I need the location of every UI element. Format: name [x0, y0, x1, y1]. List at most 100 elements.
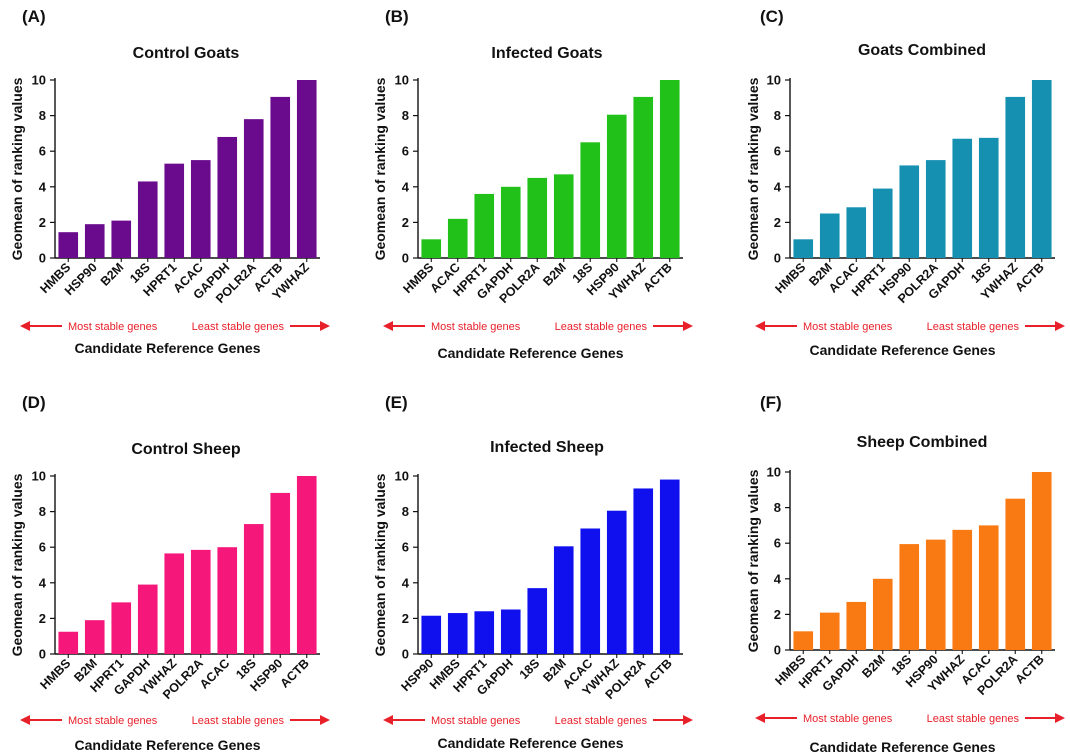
- bar-gapdh: [952, 138, 973, 258]
- y-tick-label: 8: [774, 108, 781, 123]
- bar-acac: [846, 207, 867, 258]
- bar-hprt1: [474, 193, 495, 258]
- chart-panel-6: (F) Sheep Combined Geomean of ranking valu…: [745, 393, 1065, 755]
- bar-gapdh: [500, 609, 521, 654]
- panel-label: (A): [22, 7, 46, 26]
- left-arrow-head: [383, 321, 393, 331]
- y-tick-label: 6: [402, 144, 409, 159]
- y-tick-label: 2: [39, 611, 46, 626]
- bar-hprt1: [111, 602, 132, 654]
- y-tick-label: 0: [774, 251, 781, 266]
- least-stable-label: Least stable genes: [927, 713, 1020, 725]
- bar-polr2a: [190, 549, 211, 654]
- y-tick-label: 10: [32, 73, 46, 88]
- bar-b2m: [84, 620, 105, 654]
- x-tick-label: B2M: [98, 260, 127, 289]
- bar-b2m: [819, 213, 840, 258]
- x-axis-label: Candidate Reference Genes: [810, 342, 996, 358]
- x-tick-label: ACTB: [640, 656, 674, 690]
- bar-ywhaz: [296, 80, 317, 258]
- y-tick-label: 8: [39, 504, 46, 519]
- y-tick-label: 0: [39, 647, 46, 662]
- right-arrow-head: [1055, 321, 1065, 331]
- most-stable-label: Most stable genes: [803, 321, 893, 333]
- y-tick-label: 10: [395, 469, 409, 484]
- chart-panel-2: (B) Infected Goats Geomean of ranking valu…: [372, 7, 693, 361]
- bar-gapdh: [846, 601, 867, 650]
- y-tick-label: 10: [767, 73, 781, 88]
- x-axis-label: Candidate Reference Genes: [810, 739, 996, 755]
- left-arrow-head: [20, 715, 30, 725]
- y-tick-label: 0: [774, 643, 781, 658]
- bar-hmbs: [793, 239, 814, 258]
- x-tick-label: ACTB: [1012, 652, 1046, 686]
- y-tick-label: 4: [39, 575, 47, 590]
- bar-actb: [659, 80, 680, 258]
- y-tick-label: 6: [39, 540, 46, 555]
- y-tick-label: 2: [774, 607, 781, 622]
- bar-hmbs: [58, 631, 79, 654]
- y-axis-label: Geomean of ranking values: [372, 77, 388, 260]
- chart-title: Infected Goats: [491, 45, 602, 62]
- bar-hmbs: [58, 232, 79, 258]
- y-axis-label: Geomean of ranking values: [745, 469, 761, 652]
- x-axis-label: Candidate Reference Genes: [438, 735, 624, 751]
- x-tick-label: HMBS: [400, 260, 436, 296]
- bar-polr2a: [925, 160, 946, 258]
- bar-b2m: [553, 546, 574, 654]
- y-tick-label: 8: [774, 500, 781, 515]
- y-tick-label: 2: [402, 611, 409, 626]
- y-tick-label: 0: [39, 251, 46, 266]
- bar-hprt1: [474, 611, 495, 654]
- bar-hprt1: [164, 163, 185, 258]
- y-tick-label: 4: [402, 179, 410, 194]
- y-tick-label: 6: [402, 540, 409, 555]
- bar-hmbs: [793, 631, 814, 650]
- y-axis-label: Geomean of ranking values: [9, 473, 25, 656]
- bar-actb: [296, 476, 317, 654]
- y-tick-label: 8: [402, 108, 409, 123]
- left-arrow-head: [755, 713, 765, 723]
- bar-acac: [190, 160, 211, 258]
- right-arrow-head: [683, 715, 693, 725]
- bar-hmbs: [447, 613, 468, 654]
- least-stable-label: Least stable genes: [927, 321, 1020, 333]
- bar-ywhaz: [952, 529, 973, 650]
- x-tick-label: B2M: [859, 652, 888, 681]
- bar-polr2a: [243, 119, 264, 258]
- y-tick-label: 0: [402, 251, 409, 266]
- bar-hprt1: [819, 612, 840, 650]
- x-tick-label: ACTB: [1012, 260, 1046, 294]
- chart-title: Infected Sheep: [490, 439, 604, 456]
- y-tick-label: 8: [39, 108, 46, 123]
- x-axis-label: Candidate Reference Genes: [438, 345, 624, 361]
- left-arrow-head: [20, 321, 30, 331]
- y-tick-label: 6: [774, 536, 781, 551]
- most-stable-label: Most stable genes: [68, 321, 158, 333]
- bar-18s: [978, 137, 999, 258]
- bar-b2m: [872, 578, 893, 650]
- bar-hsp90: [925, 539, 946, 650]
- bar-acac: [580, 528, 601, 654]
- bar-gapdh: [217, 136, 238, 258]
- right-arrow-head: [1055, 713, 1065, 723]
- bar-hsp90: [899, 165, 920, 258]
- y-tick-label: 8: [402, 504, 409, 519]
- x-axis-label: Candidate Reference Genes: [75, 340, 261, 356]
- x-tick-label: HSP90: [398, 656, 436, 694]
- most-stable-label: Most stable genes: [803, 713, 893, 725]
- bar-polr2a: [527, 177, 548, 258]
- x-tick-label: ACTB: [640, 260, 674, 294]
- y-tick-label: 4: [39, 179, 47, 194]
- y-axis-label: Geomean of ranking values: [9, 77, 25, 260]
- least-stable-label: Least stable genes: [555, 715, 648, 727]
- bar-gapdh: [500, 186, 521, 258]
- panel-label: (D): [22, 393, 46, 412]
- chart-panel-5: (E) Infected Sheep Geomean of ranking valu…: [372, 393, 693, 751]
- most-stable-label: Most stable genes: [431, 321, 521, 333]
- y-tick-label: 2: [402, 215, 409, 230]
- y-tick-label: 6: [39, 144, 46, 159]
- bar-ywhaz: [606, 510, 627, 654]
- bar-actb: [1031, 80, 1052, 258]
